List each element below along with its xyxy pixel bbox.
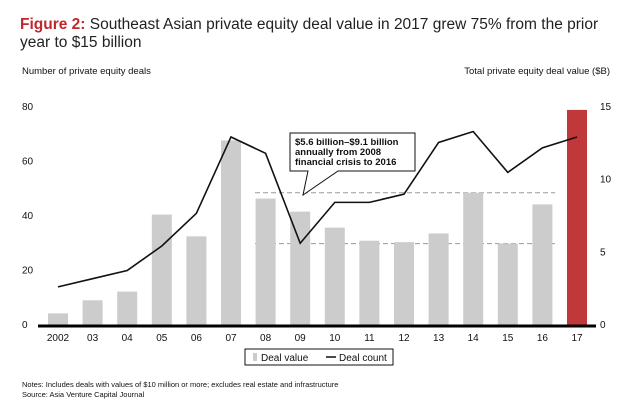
bar-14 <box>463 192 484 325</box>
annotation-line: financial crisis to 2016 <box>295 157 396 168</box>
x-tick-label: 03 <box>87 333 99 344</box>
bar-06 <box>186 236 207 325</box>
source-text: Source: Asia Venture Capital Journal <box>22 390 145 399</box>
bar-12 <box>394 242 414 325</box>
bar-03 <box>82 300 103 325</box>
annotation-line: $5.6 billion–$9.1 billion <box>295 137 399 148</box>
x-tick-label: 04 <box>122 333 134 344</box>
left-tick-label: 80 <box>22 102 34 113</box>
x-tick-label: 17 <box>571 333 583 344</box>
bar-08 <box>255 198 276 325</box>
chart-title: Figure 2: Southeast Asian private equity… <box>20 16 630 52</box>
x-tick-label: 11 <box>364 333 375 344</box>
x-tick-label: 2002 <box>47 333 70 344</box>
right-tick-label: 0 <box>600 320 606 331</box>
bar-07 <box>221 140 241 325</box>
x-tick-label: 07 <box>225 333 237 344</box>
bar-17 <box>567 109 587 325</box>
bar-04 <box>117 291 138 325</box>
bar-05 <box>151 214 172 325</box>
legend-deal-count: Deal count <box>339 353 387 364</box>
legend-bar-swatch <box>253 353 257 361</box>
x-tick-label: 08 <box>260 333 272 344</box>
deal-count-line <box>57 130 578 288</box>
x-tick-label: 06 <box>191 333 203 344</box>
right-tick-label: 10 <box>600 175 612 186</box>
left-tick-label: 0 <box>22 320 28 331</box>
annotation-line: annually from 2008 <box>295 147 381 158</box>
left-axis-label: Number of private equity deals <box>22 66 151 77</box>
left-tick-label: 40 <box>22 211 34 222</box>
bar-15 <box>497 243 518 325</box>
x-tick-label: 15 <box>502 333 514 344</box>
bar-13 <box>428 233 449 325</box>
legend-box <box>244 348 394 366</box>
bar-2002 <box>48 313 68 325</box>
x-tick-label: 10 <box>329 333 341 344</box>
legend-deal-value: Deal value <box>261 353 309 364</box>
x-tick-label: 12 <box>398 333 410 344</box>
x-tick-label: 09 <box>295 333 307 344</box>
x-tick-label: 14 <box>468 333 480 344</box>
footnotes: Notes: Includes deals with values of $10… <box>22 380 338 400</box>
left-tick-label: 20 <box>22 266 34 277</box>
right-axis-label: Total private equity deal value ($B) <box>464 66 610 77</box>
right-tick-label: 15 <box>600 102 612 113</box>
bar-11 <box>359 240 380 325</box>
bar-10 <box>324 227 345 325</box>
left-tick-label: 60 <box>22 157 34 168</box>
title-text: Southeast Asian private equity deal valu… <box>20 16 599 51</box>
notes-text: Notes: Includes deals with values of $10… <box>22 380 339 389</box>
bar-16 <box>532 204 553 325</box>
x-tick-label: 13 <box>433 333 445 344</box>
x-tick-label: 05 <box>156 333 168 344</box>
bar-09 <box>290 211 311 325</box>
right-tick-label: 5 <box>600 247 606 258</box>
x-tick-label: 16 <box>537 333 549 344</box>
figure-label: Figure 2: <box>20 16 86 33</box>
annotation-callout <box>289 132 416 197</box>
